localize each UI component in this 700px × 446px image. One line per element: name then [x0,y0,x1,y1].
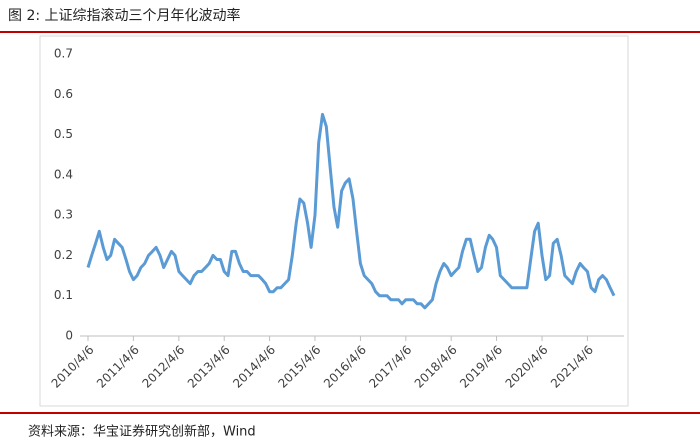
x-tick-label: 2011/4/6 [94,343,142,391]
x-tick-label: 2014/4/6 [230,343,278,391]
x-tick-label: 2010/4/6 [49,343,97,391]
x-tick-label: 2019/4/6 [457,343,505,391]
x-tick-label: 2017/4/6 [366,343,414,391]
source-note: 资料来源：华宝证券研究创新部，Wind [28,424,256,440]
y-tick-label: 0.1 [54,288,73,302]
y-tick-label: 0 [65,329,73,343]
y-tick-label: 0.5 [54,127,73,141]
line-series [86,112,616,310]
x-tick-label: 2018/4/6 [412,343,460,391]
y-tick-label: 0.4 [54,167,73,181]
y-tick-label: 0.6 [54,87,73,101]
x-tick-label: 2020/4/6 [503,343,551,391]
plot-frame [39,35,629,407]
y-tick-label: 0.2 [54,248,73,262]
x-tick-label: 2015/4/6 [276,343,324,391]
y-tick-label: 0.3 [54,208,73,222]
x-tick-label: 2021/4/6 [548,343,596,391]
y-tick-label: 0.7 [54,47,73,61]
x-tick-label: 2012/4/6 [139,343,187,391]
chart-title: 图 2: 上证综指滚动三个月年化波动率 [8,7,241,24]
x-tick-label: 2013/4/6 [185,343,233,391]
x-tick-label: 2016/4/6 [321,343,369,391]
